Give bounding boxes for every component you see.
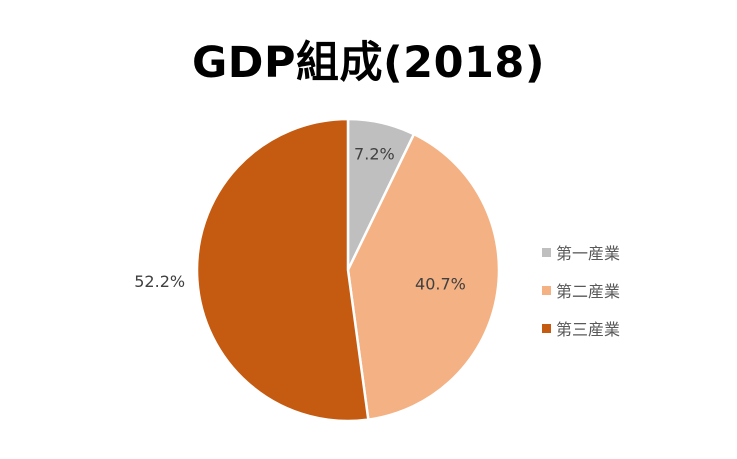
data-label-primary: 7.2% [354, 145, 395, 164]
legend-item-primary: 第一産業 [542, 233, 620, 271]
pie-slice-secondary [346, 132, 501, 421]
legend-swatch-secondary [542, 285, 551, 295]
chart-title: GDP組成(2018) [192, 38, 545, 88]
legend: 第一産業 第二産業 第三産業 [542, 233, 620, 347]
legend-label-secondary: 第二産業 [556, 282, 621, 301]
legend-swatch-primary [542, 247, 551, 257]
legend-item-tertiary: 第三産業 [542, 309, 620, 347]
data-label-secondary: 40.7% [415, 274, 466, 293]
legend-item-secondary: 第二産業 [542, 271, 620, 309]
legend-label-primary: 第一産業 [556, 244, 621, 263]
legend-label-tertiary: 第三産業 [556, 320, 621, 339]
pie-slice-tertiary [195, 117, 370, 423]
legend-swatch-tertiary [542, 323, 551, 333]
data-label-tertiary: 52.2% [134, 272, 185, 291]
